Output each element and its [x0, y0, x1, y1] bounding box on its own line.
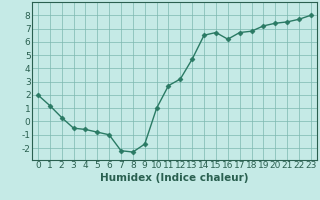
X-axis label: Humidex (Indice chaleur): Humidex (Indice chaleur) [100, 173, 249, 183]
